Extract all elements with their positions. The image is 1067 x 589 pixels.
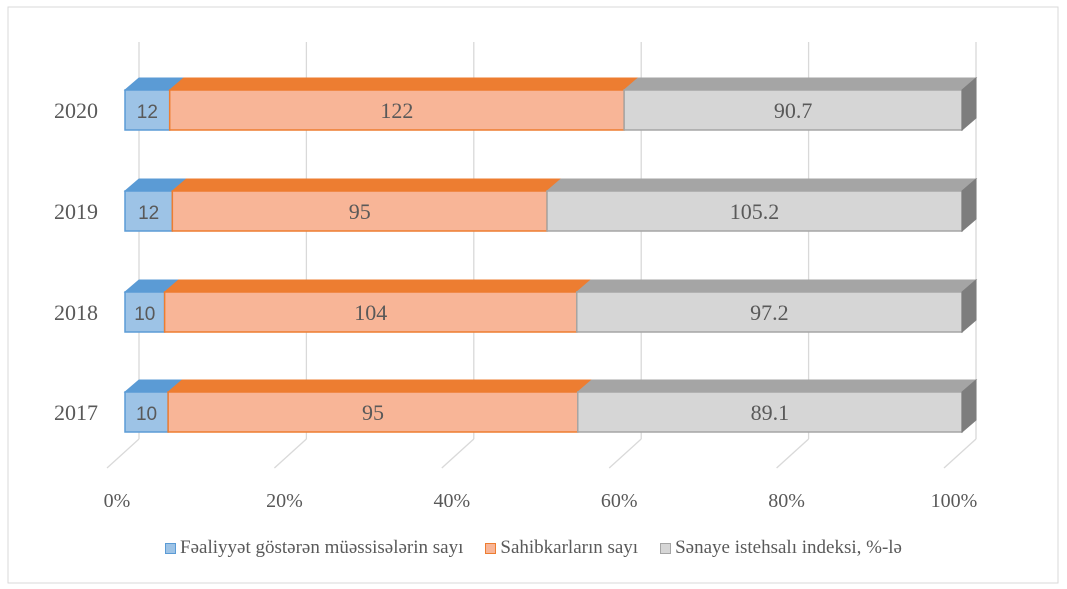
x-tick-label: 40% <box>433 490 470 512</box>
bar-side-face <box>961 76 977 132</box>
bar-segment <box>168 89 625 131</box>
legend-swatch-senaye <box>660 542 672 554</box>
legend-swatch-muessiseler <box>165 542 177 554</box>
bar-side-face <box>961 177 977 233</box>
data-label: 89.1 <box>751 400 790 425</box>
data-label: 97.2 <box>750 300 789 325</box>
bar-top-face <box>170 178 563 192</box>
x-tick-label: 60% <box>601 490 638 512</box>
bar-segment <box>124 190 174 232</box>
chart-border <box>7 6 1059 584</box>
x-tick-label: 0% <box>104 490 131 512</box>
category-label: 2019 <box>54 199 98 224</box>
legend-item-sahibkarlar: Sahibkarların sayı <box>485 537 638 559</box>
x-tick-label: 80% <box>768 490 805 512</box>
x-tick-label: 20% <box>266 490 303 512</box>
data-label: 105.2 <box>730 199 780 224</box>
bar-segment <box>576 291 963 333</box>
floor-gridline <box>273 438 307 469</box>
bar-top-face <box>622 77 978 91</box>
bar-segment <box>124 89 171 131</box>
data-label: 122 <box>380 98 413 123</box>
bar-segment <box>171 190 548 232</box>
bar-top-face <box>166 379 594 393</box>
legend-label-sahibkarlar: Sahibkarların sayı <box>500 537 639 558</box>
data-label: 95 <box>349 199 371 224</box>
category-label: 2017 <box>54 400 98 425</box>
legend: Fəaliyyət göstərən müəssisələrin sayı Sa… <box>0 537 1067 559</box>
bar-side-face <box>961 378 977 434</box>
bar-segment <box>163 291 578 333</box>
legend-label-muessiseler: Fəaliyyət göstərən müəssisələrin sayı <box>180 537 464 558</box>
legend-item-muessiseler: Fəaliyyət göstərən müəssisələrin sayı <box>165 537 463 559</box>
data-label: 12 <box>138 203 159 224</box>
data-label: 12 <box>137 102 158 123</box>
data-label: 90.7 <box>774 98 813 123</box>
bar-side-face <box>961 278 977 334</box>
legend-item-senaye: Sənaye istehsalı indeksi, %-lə <box>660 537 902 559</box>
bar-segment <box>546 190 963 232</box>
floor-gridline <box>441 438 475 469</box>
legend-label-senaye: Sənaye istehsalı indeksi, %-lə <box>675 537 902 558</box>
bar-segment <box>577 391 963 433</box>
floor-gridline <box>106 438 140 469</box>
bar-top-face <box>545 178 978 192</box>
floor-gridline <box>776 438 810 469</box>
bar-top-face <box>575 279 978 293</box>
category-label: 2020 <box>54 98 98 123</box>
bar-segment <box>623 89 963 131</box>
bar-top-face <box>576 379 978 393</box>
bar-segment <box>124 291 166 333</box>
x-tick-label: 100% <box>931 490 978 512</box>
bar-top-face <box>163 279 593 293</box>
floor-gridline <box>943 438 977 469</box>
bar-top-face <box>168 77 640 91</box>
data-label: 104 <box>354 300 387 325</box>
bar-segment <box>167 391 579 433</box>
category-label: 2018 <box>54 300 98 325</box>
legend-swatch-sahibkarlar <box>485 542 497 554</box>
floor-gridline <box>608 438 642 469</box>
data-label: 10 <box>136 404 157 425</box>
data-label: 10 <box>134 304 155 325</box>
data-label: 95 <box>362 400 384 425</box>
